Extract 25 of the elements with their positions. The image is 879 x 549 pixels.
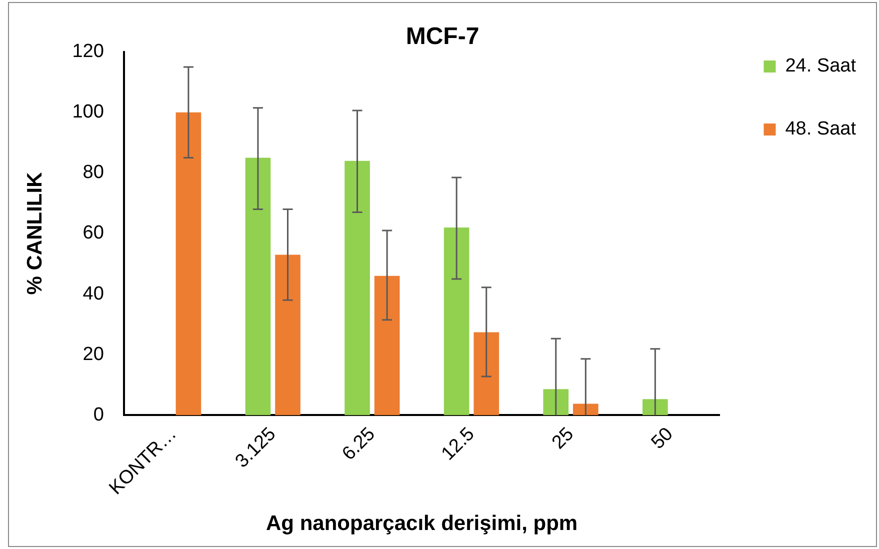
bar	[344, 160, 370, 416]
bar	[474, 332, 500, 416]
bar	[642, 399, 668, 416]
bar	[245, 158, 271, 416]
y-tick-label: 60	[82, 222, 104, 244]
legend-label: 48. Saat	[785, 118, 857, 140]
y-tick-label: 20	[82, 344, 104, 365]
y-tick-label: 80	[82, 162, 104, 184]
y-tick-label: 120	[72, 41, 104, 62]
bar	[573, 404, 598, 416]
bar	[444, 227, 470, 416]
x-tick-label: 25	[548, 424, 578, 454]
x-axis-title: Ag nanoparçacık derişimi, ppm	[266, 512, 578, 536]
bar	[275, 254, 300, 416]
bar	[176, 112, 202, 416]
y-tick-label: 40	[82, 283, 104, 304]
y-tick-label: 0	[93, 404, 104, 426]
chart-title: MCF-7	[406, 23, 480, 50]
y-tick-label: 100	[72, 102, 104, 123]
bar	[374, 276, 400, 416]
x-tick-label: 50	[648, 424, 678, 454]
bar	[543, 389, 569, 416]
y-axis-title: % CANLILIK	[23, 172, 46, 295]
legend-label: 24. Saat	[785, 56, 857, 77]
x-tick-label: 6.25	[338, 424, 380, 465]
